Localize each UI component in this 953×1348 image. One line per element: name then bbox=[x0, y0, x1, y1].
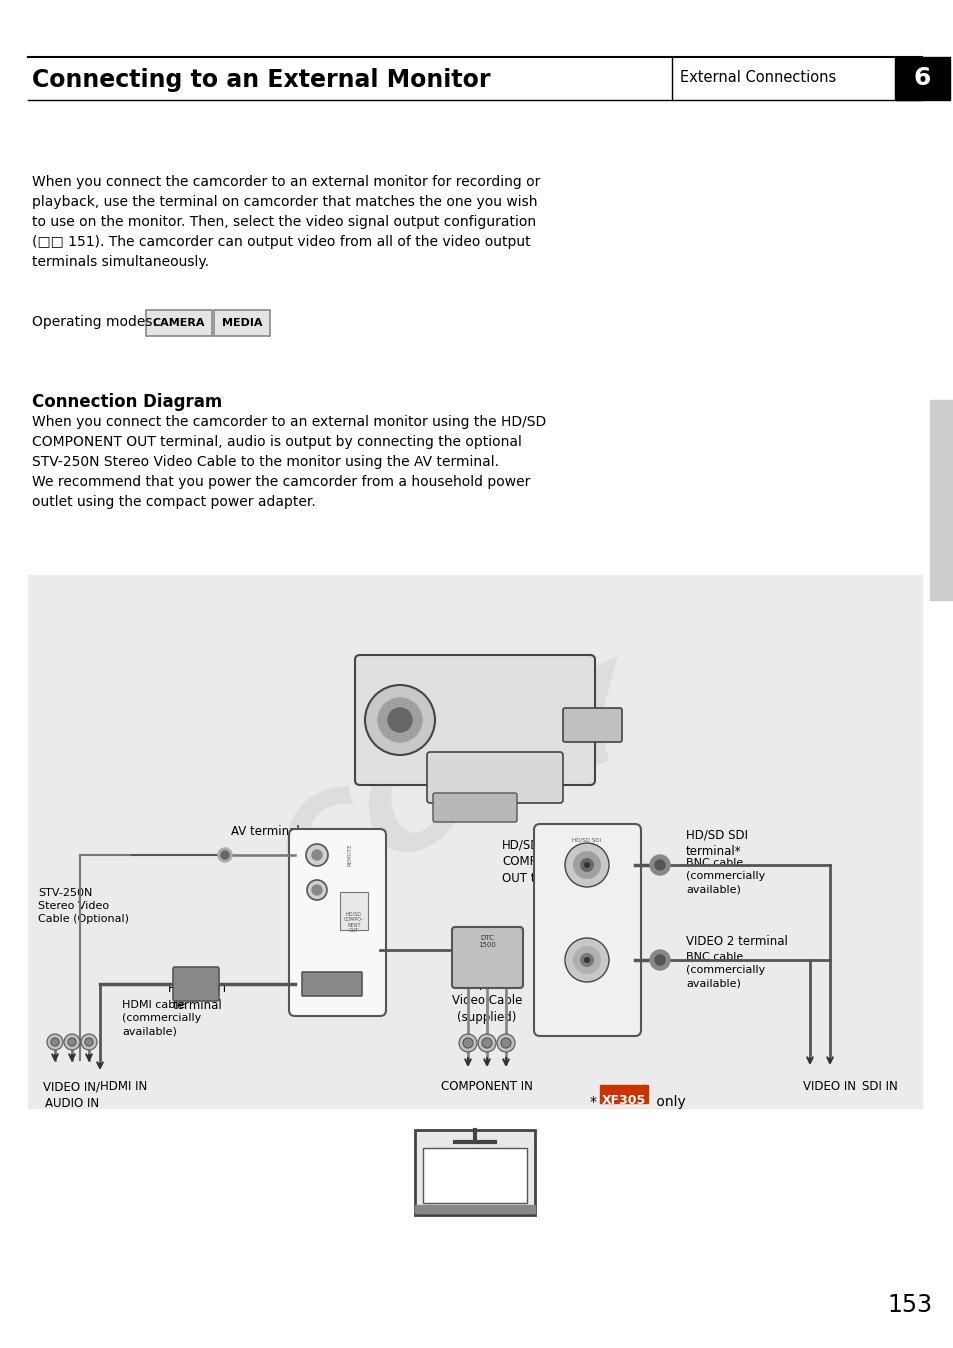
Circle shape bbox=[579, 953, 594, 967]
Circle shape bbox=[462, 1038, 473, 1047]
Text: HD/SD
COMPO-
NENT
OUT: HD/SD COMPO- NENT OUT bbox=[344, 911, 363, 933]
Circle shape bbox=[573, 851, 600, 879]
Text: VIDEO IN/
AUDIO IN: VIDEO IN/ AUDIO IN bbox=[44, 1080, 100, 1109]
Circle shape bbox=[564, 938, 608, 981]
Bar bbox=[422, 1148, 526, 1202]
Bar bbox=[894, 57, 949, 100]
Text: BNC cable
(commercially
available): BNC cable (commercially available) bbox=[685, 857, 764, 895]
Circle shape bbox=[497, 1034, 515, 1051]
Circle shape bbox=[583, 861, 589, 868]
Circle shape bbox=[655, 860, 664, 869]
Text: *: * bbox=[589, 1095, 597, 1109]
Circle shape bbox=[85, 1038, 92, 1046]
Text: Connection Diagram: Connection Diagram bbox=[32, 394, 222, 411]
Text: COPY: COPY bbox=[262, 655, 658, 925]
Bar bbox=[929, 400, 953, 600]
Circle shape bbox=[477, 1034, 496, 1051]
Bar bbox=[415, 1130, 535, 1215]
Circle shape bbox=[388, 708, 412, 732]
Text: HD/SD SDI: HD/SD SDI bbox=[572, 837, 601, 842]
Circle shape bbox=[64, 1034, 80, 1050]
Text: VIDEO 2 terminal: VIDEO 2 terminal bbox=[685, 936, 787, 948]
Bar bbox=[28, 576, 921, 1108]
Text: HD/SD SDI
terminal*: HD/SD SDI terminal* bbox=[685, 828, 747, 857]
Text: DTC-1500
Component
Video Cable
(supplied): DTC-1500 Component Video Cable (supplied… bbox=[452, 960, 521, 1024]
FancyBboxPatch shape bbox=[172, 967, 219, 1002]
Text: only: only bbox=[651, 1095, 685, 1109]
Text: VIDEO IN: VIDEO IN bbox=[802, 1080, 856, 1093]
Text: External Connections: External Connections bbox=[679, 70, 836, 85]
Circle shape bbox=[47, 1034, 63, 1050]
Text: AV terminal: AV terminal bbox=[231, 825, 299, 838]
Text: CAMERA: CAMERA bbox=[152, 318, 205, 328]
Circle shape bbox=[564, 842, 608, 887]
Text: REMOTE: REMOTE bbox=[347, 844, 352, 867]
Circle shape bbox=[81, 1034, 97, 1050]
Text: STV-250N
Stereo Video
Cable (Optional): STV-250N Stereo Video Cable (Optional) bbox=[38, 888, 129, 925]
Text: Operating modes:: Operating modes: bbox=[32, 315, 157, 329]
Text: 153: 153 bbox=[886, 1293, 932, 1317]
FancyBboxPatch shape bbox=[427, 752, 562, 803]
FancyBboxPatch shape bbox=[562, 708, 621, 741]
Circle shape bbox=[573, 946, 600, 975]
Circle shape bbox=[579, 857, 594, 872]
Text: Connecting to an External Monitor: Connecting to an External Monitor bbox=[32, 67, 490, 92]
FancyBboxPatch shape bbox=[452, 927, 522, 988]
Bar bbox=[415, 1205, 535, 1213]
Circle shape bbox=[377, 698, 421, 741]
FancyBboxPatch shape bbox=[213, 310, 270, 336]
Circle shape bbox=[649, 950, 669, 971]
Text: BNC cable
(commercially
available): BNC cable (commercially available) bbox=[685, 952, 764, 988]
FancyBboxPatch shape bbox=[433, 793, 517, 822]
Bar bbox=[339, 892, 368, 930]
Text: When you connect the camcorder to an external monitor using the HD/SD
COMPONENT : When you connect the camcorder to an ext… bbox=[32, 415, 546, 510]
FancyBboxPatch shape bbox=[534, 824, 640, 1037]
Circle shape bbox=[68, 1038, 76, 1046]
Bar bbox=[599, 1085, 647, 1103]
FancyBboxPatch shape bbox=[302, 972, 361, 996]
Circle shape bbox=[218, 848, 232, 861]
Circle shape bbox=[51, 1038, 59, 1046]
Text: HDMI cable
(commercially
available): HDMI cable (commercially available) bbox=[122, 1000, 201, 1037]
Circle shape bbox=[312, 851, 322, 860]
Text: HD/SD
COMPONENT
OUT terminal: HD/SD COMPONENT OUT terminal bbox=[501, 838, 579, 886]
Circle shape bbox=[649, 855, 669, 875]
FancyBboxPatch shape bbox=[355, 655, 595, 785]
Text: 6: 6 bbox=[912, 66, 930, 90]
Circle shape bbox=[500, 1038, 511, 1047]
Circle shape bbox=[306, 844, 328, 865]
Text: HDMI IN: HDMI IN bbox=[100, 1080, 147, 1093]
Text: SDI IN: SDI IN bbox=[862, 1080, 897, 1093]
Circle shape bbox=[481, 1038, 492, 1047]
Circle shape bbox=[655, 954, 664, 965]
Text: COMPONENT IN: COMPONENT IN bbox=[440, 1080, 533, 1093]
Text: XF305: XF305 bbox=[601, 1095, 645, 1107]
FancyBboxPatch shape bbox=[289, 829, 386, 1016]
Circle shape bbox=[365, 685, 435, 755]
Text: HDMI OUT
terminal: HDMI OUT terminal bbox=[168, 981, 228, 1012]
Circle shape bbox=[583, 957, 589, 962]
Text: When you connect the camcorder to an external monitor for recording or
playback,: When you connect the camcorder to an ext… bbox=[32, 175, 539, 270]
Circle shape bbox=[221, 851, 229, 859]
Circle shape bbox=[312, 886, 322, 895]
Text: DTC
1500: DTC 1500 bbox=[477, 936, 496, 948]
Circle shape bbox=[307, 880, 327, 900]
Text: MEDIA: MEDIA bbox=[221, 318, 262, 328]
Circle shape bbox=[458, 1034, 476, 1051]
FancyBboxPatch shape bbox=[146, 310, 212, 336]
